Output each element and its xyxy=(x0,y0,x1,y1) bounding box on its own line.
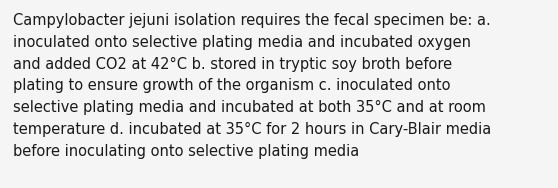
Text: plating to ensure growth of the organism c. inoculated onto: plating to ensure growth of the organism… xyxy=(13,78,450,93)
Text: inoculated onto selective plating media and incubated oxygen: inoculated onto selective plating media … xyxy=(13,35,471,50)
Text: temperature d. incubated at 35°C for 2 hours in Cary-Blair media: temperature d. incubated at 35°C for 2 h… xyxy=(13,122,491,137)
Text: Campylobacter jejuni isolation requires the fecal specimen be: a.: Campylobacter jejuni isolation requires … xyxy=(13,13,490,28)
Text: before inoculating onto selective plating media: before inoculating onto selective platin… xyxy=(13,144,359,159)
Text: selective plating media and incubated at both 35°C and at room: selective plating media and incubated at… xyxy=(13,100,486,115)
Text: and added CO2 at 42°C b. stored in tryptic soy broth before: and added CO2 at 42°C b. stored in trypt… xyxy=(13,57,452,72)
